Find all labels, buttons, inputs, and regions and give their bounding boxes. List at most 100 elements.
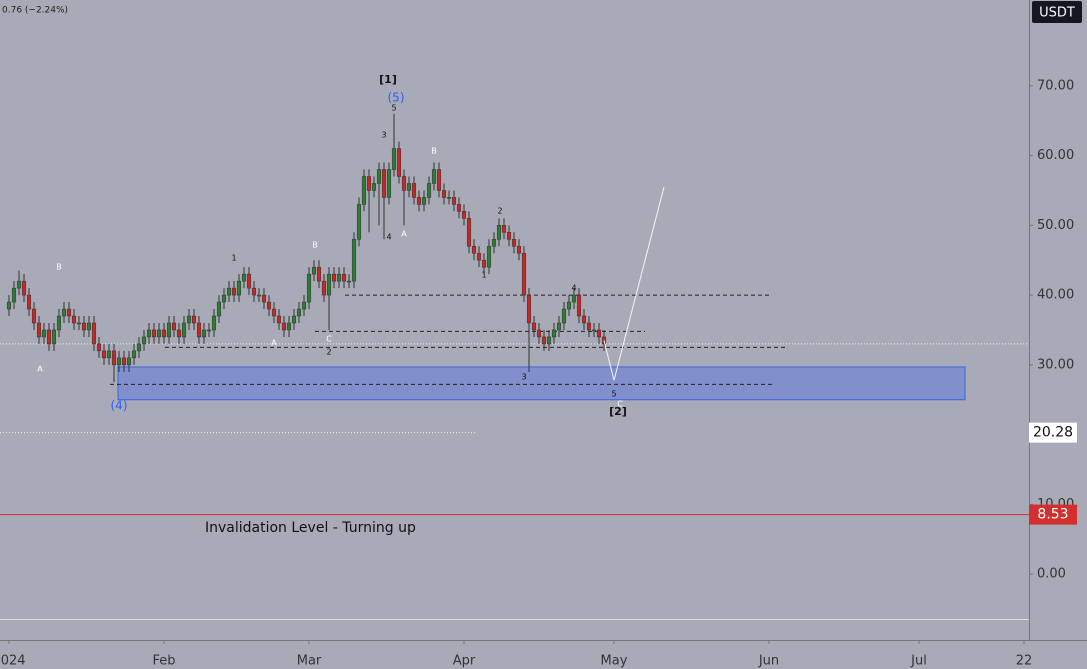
candle-body (506, 232, 512, 240)
candle-body (586, 322, 592, 331)
candle-body (151, 329, 157, 338)
x-tick-label: 22 (1016, 654, 1033, 669)
candle-body (221, 294, 227, 303)
candle-body (46, 329, 52, 345)
candle-body (121, 357, 127, 366)
candle-body (241, 273, 247, 282)
candle-body (206, 329, 212, 332)
candle-body (336, 273, 342, 282)
candle-body (456, 204, 462, 212)
candle-body (541, 336, 547, 345)
candle-body (261, 294, 267, 303)
candle-body (156, 329, 162, 338)
price-badge-label: 8.53 (1037, 507, 1068, 523)
candle-body (341, 273, 347, 282)
candle-body (296, 308, 302, 317)
candle-body (61, 308, 67, 317)
candle-body (356, 204, 362, 240)
wave-label: A (271, 339, 277, 348)
candle-body (476, 252, 482, 261)
price-badge (1029, 422, 1077, 443)
candle-body (161, 329, 167, 338)
candle-body (176, 329, 182, 338)
candle-body (521, 252, 527, 296)
candle-body (31, 308, 37, 324)
candle-body (236, 280, 242, 296)
candle-body (396, 148, 402, 177)
candle-body (436, 169, 442, 191)
candle-body (316, 266, 322, 282)
wave-label: 5 (611, 390, 616, 399)
candle-body (306, 273, 312, 303)
wave-label: (4) (111, 399, 128, 413)
candle-body (126, 357, 132, 366)
candle-body (581, 315, 587, 324)
wave-label: 2 (497, 207, 502, 216)
candle-body (11, 287, 17, 303)
candle-body (166, 322, 172, 338)
candle-body (201, 329, 207, 338)
candle-body (96, 343, 102, 352)
candle-body (231, 287, 237, 296)
candle-body (391, 148, 397, 170)
candle-body (566, 301, 572, 310)
wave-label: 3 (381, 131, 386, 140)
y-tick-label: 50.00 (1037, 218, 1074, 233)
candle-body (481, 259, 487, 268)
candle-body (226, 287, 232, 296)
x-tick-label: Mar (297, 654, 322, 669)
x-tick-label: Jul (910, 654, 927, 669)
candle-body (536, 329, 542, 338)
currency-badge (1032, 1, 1082, 23)
candle-body (346, 280, 352, 283)
price-axis-panel (1029, 0, 1087, 669)
y-tick-label: 30.00 (1037, 357, 1074, 372)
invalidation-label: Invalidation Level - Turning up (205, 520, 416, 536)
wave-label: (5) (388, 91, 405, 105)
candle-body (406, 183, 412, 191)
candle-body (596, 329, 602, 338)
price-badge-label: 20.28 (1033, 425, 1073, 441)
candle-body (446, 197, 452, 199)
candle-body (491, 239, 497, 247)
candle-body (376, 169, 382, 184)
candle-body (171, 322, 177, 331)
candle-body (421, 197, 427, 205)
candle-body (351, 239, 357, 282)
candle-body (546, 336, 552, 345)
candle-body (21, 280, 27, 296)
wave-label: 4 (571, 284, 576, 293)
candle-body (16, 280, 22, 289)
candle-body (26, 294, 32, 310)
wave-label: C (617, 400, 623, 409)
candle-body (361, 176, 367, 205)
candle-body (381, 169, 387, 198)
wave-label: B (431, 147, 437, 156)
x-tick-label: Feb (152, 654, 175, 669)
header-change: 0.76 (−2.24%) (2, 6, 68, 16)
candle-body (321, 280, 327, 296)
wave-label: C (326, 335, 332, 344)
candle-body (111, 350, 117, 366)
candle-body (246, 273, 252, 289)
price-badge (1029, 504, 1077, 525)
candle-body (36, 322, 42, 338)
wave-label: [2] (609, 405, 627, 418)
candle-body (106, 350, 112, 359)
candle-body (146, 329, 152, 338)
wave-label: 3 (521, 373, 526, 382)
support-zone (117, 366, 966, 401)
candle-body (141, 336, 147, 345)
wave-label: [1] (379, 73, 397, 86)
candle-body (451, 197, 457, 205)
wave-label: A (37, 365, 43, 374)
x-tick-label: 2024 (0, 654, 26, 669)
candle-body (91, 322, 97, 345)
candle-body (486, 246, 492, 268)
candle-body (211, 315, 217, 331)
candle-body (366, 176, 372, 191)
wave-label: 4 (386, 233, 391, 242)
candle-body (556, 322, 562, 331)
candle-body (56, 315, 62, 331)
